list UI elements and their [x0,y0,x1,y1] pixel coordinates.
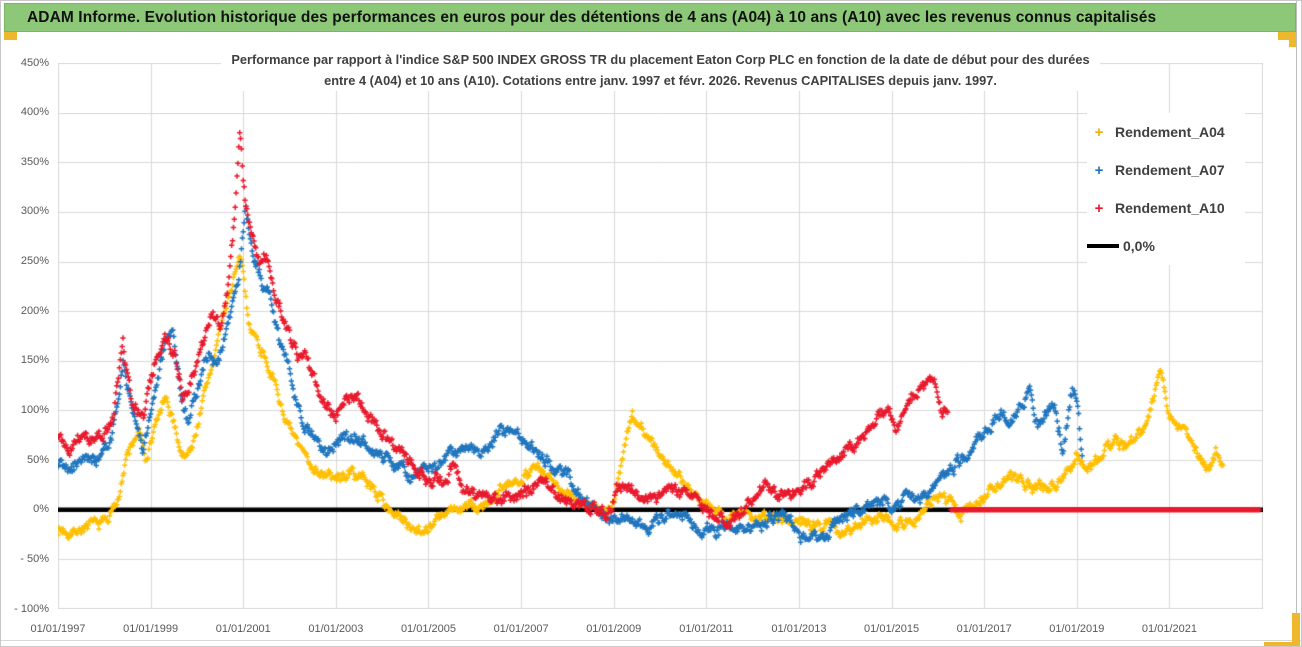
y-axis-tick-label: 250% [20,255,49,268]
x-axis-tick-label: 01/01/2015 [864,623,920,635]
y-axis-tick-label: - 100% [14,602,49,615]
x-axis-tick-label: 01/01/2011 [679,623,734,635]
x-axis-tick-label: 01/01/2007 [493,623,549,635]
chart-title-line1: Performance par rapport à l'indice S&P 5… [231,52,1090,67]
plot-area[interactable] [58,63,1263,609]
legend-label: Rendement_A07 [1115,162,1225,178]
x-axis-tick-label: 01/01/2019 [1049,623,1105,635]
window-bottom-border [1,640,1301,641]
legend-item-rendement-a10[interactable]: + Rendement_A10 [1087,189,1245,227]
gold-accent-banner-right-corner [1289,32,1297,47]
gold-accent-banner-left [4,32,17,40]
gold-accent-banner-right [1278,32,1297,40]
legend: + Rendement_A04 + Rendement_A07 + Rendement_A… [1087,113,1245,265]
y-axis-tick-label: 300% [20,205,49,218]
gold-accent-bottom-right-h [1264,642,1300,646]
y-axis-tick-label: 200% [20,304,49,317]
x-axis-tick-label: 01/01/1999 [123,623,179,635]
plus-marker-icon: + [1094,161,1104,179]
x-axis-tick-label: 01/01/2003 [308,623,364,635]
y-axis-tick-label: 450% [20,56,49,69]
legend-item-rendement-a04[interactable]: + Rendement_A04 [1087,113,1245,151]
x-axis-tick-label: 01/01/2001 [215,623,271,635]
x-axis-tick-label: 01/01/2021 [1141,623,1197,635]
x-axis-tick-label: 01/01/2005 [400,623,456,635]
x-axis-tick-label: 01/01/2017 [956,623,1012,635]
y-axis-tick-label: 100% [20,403,49,416]
y-axis-tick-label: 50% [26,453,49,466]
x-axis-tick-label: 01/01/2009 [586,623,642,635]
y-axis-tick-label: 150% [20,354,49,367]
legend-item-0-0-[interactable]: 0,0% [1087,227,1245,265]
gold-accent-bottom-right-v [1292,613,1300,646]
y-axis-tick-label: 350% [20,155,49,168]
banner: ADAM Informe. Evolution historique des p… [4,3,1296,32]
x-axis-tick-label: 01/01/1997 [30,623,86,635]
x-axis-tick-label: 01/01/2013 [771,623,827,635]
y-axis-tick-label: 0% [33,503,49,516]
plus-marker-icon: + [1094,199,1104,217]
y-axis-tick-label: - 50% [20,552,49,565]
window-right-border [1296,1,1297,646]
zero-line-swatch [1087,243,1119,249]
banner-title: ADAM Informe. Evolution historique des p… [27,8,1157,26]
legend-label: 0,0% [1123,238,1155,254]
y-axis-tick-label: 400% [20,106,49,119]
plus-marker-icon: + [1094,123,1104,141]
chart-title-line2: entre 4 (A04) et 10 ans (A10). Cotations… [324,73,997,88]
legend-label: Rendement_A10 [1115,200,1225,216]
chart-title: Performance par rapport à l'indice S&P 5… [58,49,1263,91]
legend-label: Rendement_A04 [1115,124,1225,140]
legend-item-rendement-a07[interactable]: + Rendement_A07 [1087,151,1245,189]
